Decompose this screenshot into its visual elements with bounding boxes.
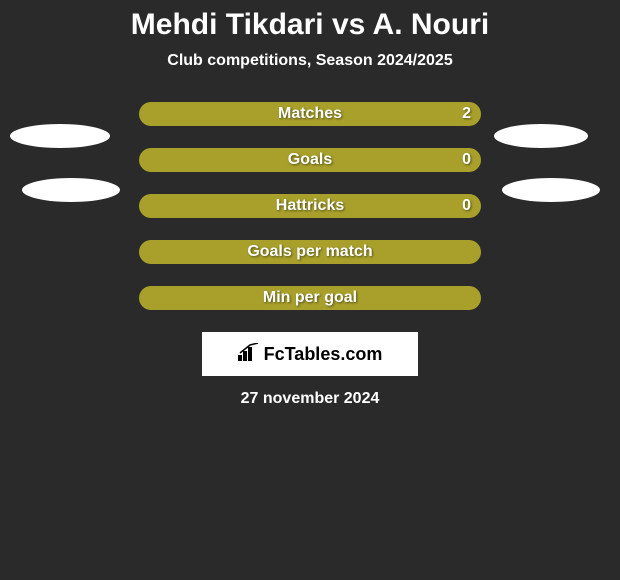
stat-bar: Goals 0 bbox=[139, 148, 481, 172]
logo-box: FcTables.com bbox=[202, 332, 418, 376]
stat-bar: Min per goal bbox=[139, 286, 481, 310]
decorative-ellipse bbox=[22, 178, 120, 202]
logo-text: FcTables.com bbox=[264, 344, 383, 365]
logo: FcTables.com bbox=[238, 343, 383, 366]
stat-row: Goals per match bbox=[0, 240, 620, 264]
decorative-ellipse bbox=[502, 178, 600, 202]
stat-label: Goals per match bbox=[247, 243, 372, 261]
stat-bar: Matches 2 bbox=[139, 102, 481, 126]
stat-bar: Goals per match bbox=[139, 240, 481, 264]
comparison-infographic: Mehdi Tikdari vs A. Nouri Club competiti… bbox=[0, 0, 620, 408]
stat-value: 2 bbox=[462, 105, 471, 123]
stat-row: Min per goal bbox=[0, 286, 620, 310]
date: 27 november 2024 bbox=[0, 390, 620, 408]
decorative-ellipse bbox=[494, 124, 588, 148]
stat-value: 0 bbox=[462, 151, 471, 169]
stat-row: Matches 2 bbox=[0, 102, 620, 126]
stat-label: Hattricks bbox=[276, 197, 344, 215]
stat-label: Goals bbox=[288, 151, 332, 169]
chart-icon bbox=[238, 343, 260, 366]
stat-value: 0 bbox=[462, 197, 471, 215]
page-title: Mehdi Tikdari vs A. Nouri bbox=[0, 0, 620, 42]
stat-label: Min per goal bbox=[263, 289, 357, 307]
decorative-ellipse bbox=[10, 124, 110, 148]
stat-label: Matches bbox=[278, 105, 342, 123]
stat-row: Goals 0 bbox=[0, 148, 620, 172]
stat-bar: Hattricks 0 bbox=[139, 194, 481, 218]
subtitle: Club competitions, Season 2024/2025 bbox=[0, 52, 620, 70]
